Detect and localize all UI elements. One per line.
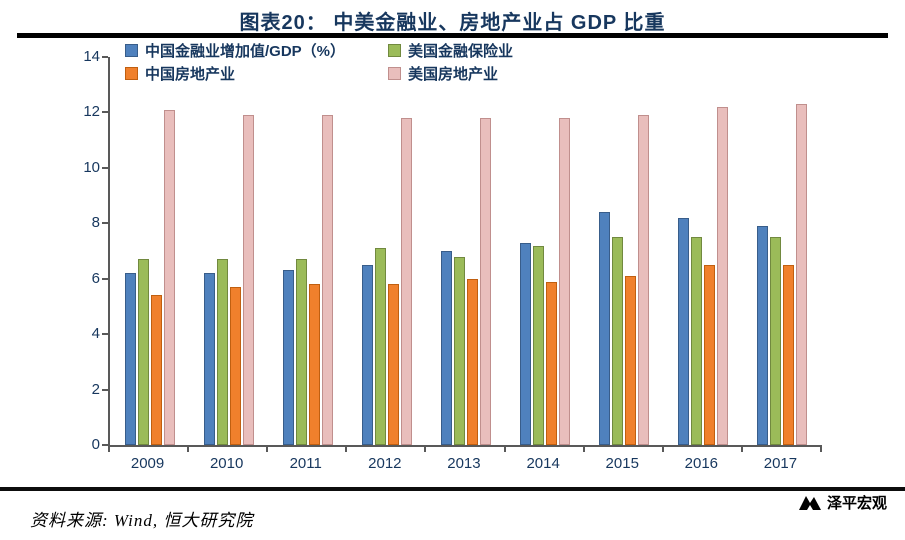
bar-2010-series1	[216, 259, 228, 445]
chart-title: 图表20： 中美金融业、房地产业占 GDP 比重	[239, 12, 666, 34]
bar-2011-series2	[308, 284, 320, 445]
x-axis-tick	[503, 447, 506, 452]
legend-label-us-realestate: 美国房地产业	[408, 66, 499, 83]
legend-label-us-finance: 美国金融保险业	[408, 43, 514, 60]
bar-2015-series2	[625, 275, 637, 445]
bar-2013-series3	[480, 118, 491, 445]
x-axis-label-2011: 2011	[289, 455, 322, 472]
bar-2017-series1	[770, 237, 782, 445]
bar-2014-series1	[533, 245, 545, 445]
legend-item-china-finance: 中国金融业增加值/GDP（%）	[125, 40, 345, 61]
x-axis-label-2010: 2010	[209, 455, 244, 472]
bar-2013-series1	[454, 256, 465, 445]
x-axis-tick	[820, 447, 822, 452]
x-axis-tick	[582, 447, 585, 452]
title-underline	[17, 33, 888, 38]
legend-label-china-realestate: 中国房地产业	[145, 66, 236, 83]
y-axis-tick	[102, 56, 108, 58]
y-axis-tick	[102, 444, 108, 446]
x-axis-label-2009: 2009	[130, 455, 165, 472]
zeping-logo-icon	[798, 495, 821, 510]
legend-swatch-us-realestate	[388, 67, 401, 80]
x-axis-tick	[108, 447, 110, 452]
bar-2014-series0	[520, 242, 532, 445]
bar-2012-series3	[400, 118, 412, 445]
y-axis-label-2: 2	[91, 380, 100, 398]
bar-2011-series1	[295, 259, 307, 445]
bar-2009-series2	[150, 295, 162, 445]
bar-2012-series1	[374, 248, 386, 445]
x-axis-label-2015: 2015	[605, 455, 639, 472]
bar-2010-series2	[229, 287, 241, 445]
legend-item-us-realestate: 美国房地产业	[388, 63, 498, 84]
bar-2017-series3	[796, 104, 808, 445]
bar-2015-series3	[638, 115, 650, 445]
bar-2015-series1	[612, 237, 624, 445]
bar-2014-series3	[559, 118, 571, 445]
legend-item-us-finance: 美国金融保险业	[388, 40, 513, 61]
x-axis-tick	[345, 447, 348, 452]
x-axis-tick	[424, 447, 427, 452]
legend-swatch-us-finance	[388, 44, 401, 57]
y-axis-label-4: 4	[91, 325, 100, 343]
plot-area	[108, 57, 822, 447]
bar-2016-series1	[691, 237, 703, 445]
y-axis-label-12: 12	[83, 103, 100, 121]
footer-divider	[0, 487, 905, 491]
bar-2012-series0	[361, 264, 373, 445]
y-axis-label-6: 6	[91, 269, 100, 287]
bar-2013-series0	[441, 251, 452, 445]
bar-2010-series0	[203, 273, 215, 445]
bar-2016-series3	[717, 106, 729, 445]
bar-2012-series2	[387, 284, 399, 445]
bar-2017-series2	[783, 264, 795, 445]
x-axis-tick	[661, 447, 664, 452]
bar-2013-series2	[467, 278, 478, 445]
legend-swatch-china-realestate	[125, 67, 138, 80]
bar-2014-series2	[546, 281, 558, 445]
bar-2011-series0	[282, 270, 294, 445]
bar-2017-series0	[757, 226, 769, 445]
y-axis-label-8: 8	[91, 214, 100, 232]
y-axis-tick	[102, 222, 108, 225]
source-note: 资料来源: Wind, 恒大研究院	[30, 511, 254, 530]
legend-item-china-realestate: 中国房地产业	[125, 63, 235, 84]
bar-2011-series3	[321, 115, 333, 445]
y-axis-tick	[102, 111, 108, 114]
bar-2010-series3	[242, 115, 254, 445]
x-axis-label-2016: 2016	[684, 455, 719, 472]
x-axis-label-2017: 2017	[763, 455, 798, 472]
x-axis-label-2014: 2014	[526, 455, 560, 472]
y-axis-tick	[102, 333, 108, 336]
legend-swatch-china-finance	[125, 44, 138, 57]
x-axis-tick	[740, 447, 743, 452]
brand-name: 泽平宏观	[826, 495, 887, 512]
y-axis-label-10: 10	[83, 158, 100, 176]
x-axis-label-2013: 2013	[447, 455, 481, 472]
y-axis-tick	[102, 388, 108, 391]
legend-label-china-finance: 中国金融业增加值/GDP（%）	[145, 43, 346, 60]
y-axis-tick	[102, 277, 108, 280]
bar-2015-series0	[599, 212, 611, 445]
x-axis-label-2012: 2012	[368, 455, 402, 472]
brand-mark: 泽平宏观	[798, 492, 887, 513]
x-axis-tick	[187, 447, 190, 452]
bar-2009-series0	[124, 273, 136, 445]
x-axis-tick	[266, 447, 269, 452]
bar-2016-series2	[704, 264, 716, 445]
bar-2009-series3	[163, 109, 175, 445]
y-axis-label-0: 0	[91, 436, 100, 453]
y-axis-label-14: 14	[83, 48, 100, 65]
bar-2016-series0	[678, 217, 690, 445]
bar-2009-series1	[137, 259, 149, 445]
y-axis-tick	[102, 166, 108, 169]
